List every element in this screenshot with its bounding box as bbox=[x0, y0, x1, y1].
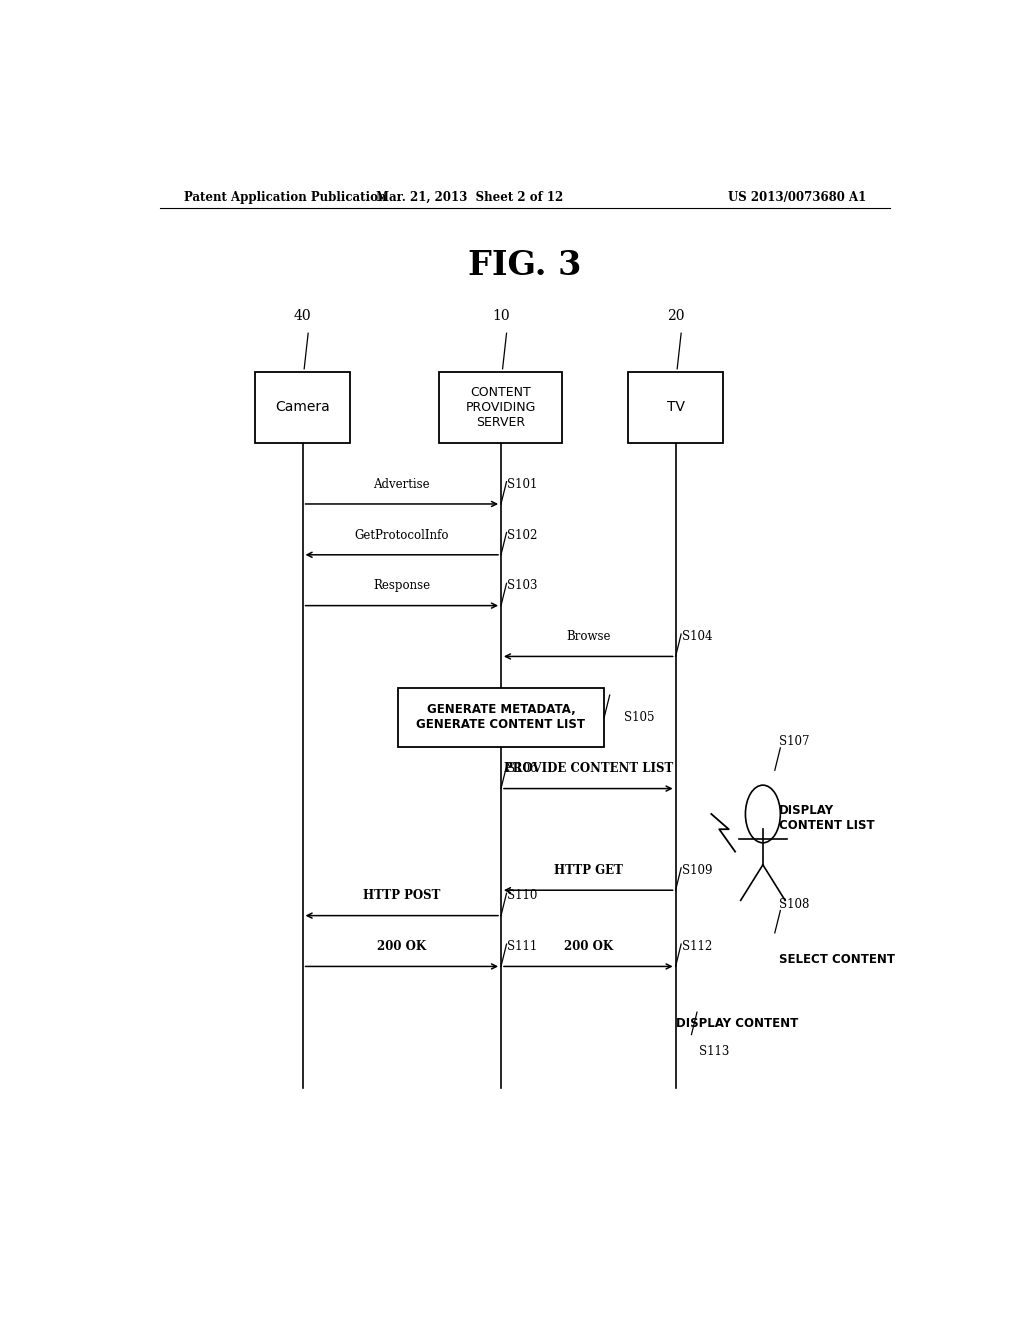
Text: HTTP POST: HTTP POST bbox=[364, 890, 440, 903]
Text: S101: S101 bbox=[507, 478, 538, 491]
Text: S103: S103 bbox=[507, 579, 538, 593]
Text: Patent Application Publication: Patent Application Publication bbox=[183, 190, 386, 203]
Text: S105: S105 bbox=[624, 711, 654, 723]
Text: Mar. 21, 2013  Sheet 2 of 12: Mar. 21, 2013 Sheet 2 of 12 bbox=[376, 190, 563, 203]
Text: US 2013/0073680 A1: US 2013/0073680 A1 bbox=[728, 190, 866, 203]
Text: S110: S110 bbox=[507, 890, 538, 903]
Text: S109: S109 bbox=[682, 865, 713, 876]
Text: GetProtocolInfo: GetProtocolInfo bbox=[354, 528, 450, 541]
Text: PROVIDE CONTENT LIST: PROVIDE CONTENT LIST bbox=[504, 763, 673, 775]
Text: DISPLAY CONTENT: DISPLAY CONTENT bbox=[676, 1018, 798, 1030]
Text: GENERATE METADATA,
GENERATE CONTENT LIST: GENERATE METADATA, GENERATE CONTENT LIST bbox=[417, 704, 586, 731]
Text: 200 OK: 200 OK bbox=[377, 940, 426, 953]
Text: Advertise: Advertise bbox=[374, 478, 430, 491]
Bar bbox=[397, 688, 604, 747]
Text: HTTP GET: HTTP GET bbox=[554, 865, 623, 876]
Text: S108: S108 bbox=[778, 898, 809, 911]
Text: DISPLAY
CONTENT LIST: DISPLAY CONTENT LIST bbox=[778, 804, 874, 832]
Text: Browse: Browse bbox=[566, 630, 610, 643]
Text: FIG. 3: FIG. 3 bbox=[468, 248, 582, 281]
Bar bbox=[255, 372, 350, 444]
Text: S106: S106 bbox=[507, 763, 538, 775]
Text: Response: Response bbox=[373, 579, 430, 593]
Text: 10: 10 bbox=[493, 309, 510, 323]
Text: Camera: Camera bbox=[275, 400, 330, 414]
Text: SELECT CONTENT: SELECT CONTENT bbox=[778, 953, 895, 966]
Text: S113: S113 bbox=[699, 1044, 730, 1057]
Text: 200 OK: 200 OK bbox=[564, 940, 612, 953]
Text: S104: S104 bbox=[682, 630, 713, 643]
Text: 20: 20 bbox=[667, 309, 684, 323]
Text: 40: 40 bbox=[294, 309, 311, 323]
Text: CONTENT
PROVIDING
SERVER: CONTENT PROVIDING SERVER bbox=[466, 385, 537, 429]
Text: TV: TV bbox=[667, 400, 685, 414]
Bar bbox=[628, 372, 723, 444]
Text: S112: S112 bbox=[682, 940, 712, 953]
Text: S102: S102 bbox=[507, 528, 538, 541]
Text: S107: S107 bbox=[778, 735, 809, 748]
Bar bbox=[439, 372, 562, 444]
Text: S111: S111 bbox=[507, 940, 538, 953]
